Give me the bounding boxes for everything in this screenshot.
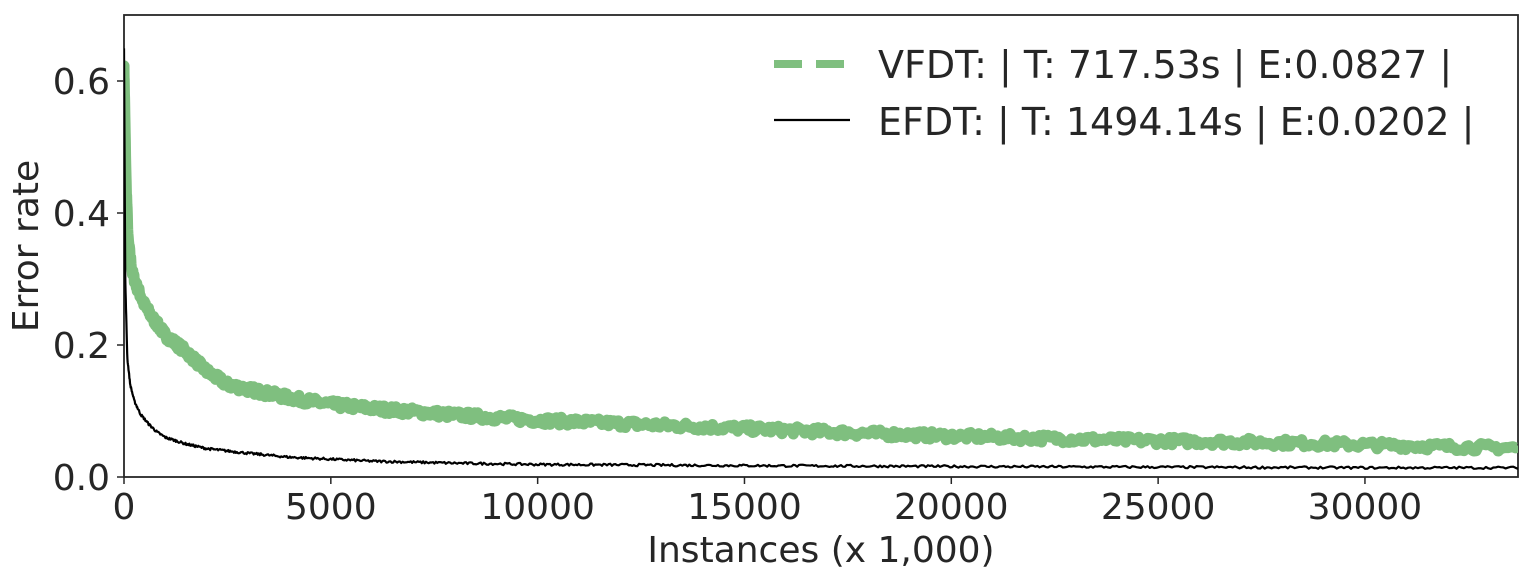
x-tick-label: 15000 [687, 487, 802, 528]
y-tick-label: 0.0 [53, 458, 110, 499]
y-tick-label: 0.6 [53, 62, 110, 103]
x-axis-label: Instances (x 1,000) [647, 530, 994, 571]
x-tick-label: 30000 [1308, 487, 1423, 528]
vfdt-series-line [124, 60, 1518, 457]
legend-label-vfdt: VFDT: | T: 717.53s | E:0.0827 | [878, 43, 1452, 88]
y-tick-label: 0.4 [53, 194, 110, 235]
series-layer [124, 48, 1518, 471]
y-tick-label: 0.2 [53, 326, 110, 367]
x-tick-label: 10000 [480, 487, 595, 528]
x-tick-label: 0 [113, 487, 136, 528]
x-tick-label: 5000 [285, 487, 377, 528]
legend-label-efdt: EFDT: | T: 1494.14s | E:0.0202 | [878, 100, 1474, 145]
x-axis: 0 5000 10000 15000 20000 25000 30000 [113, 477, 1423, 528]
efdt-series-line [124, 48, 1518, 471]
y-axis: 0.0 0.2 0.4 0.6 [53, 62, 124, 499]
y-axis-label: Error rate [6, 160, 47, 332]
x-tick-label: 20000 [894, 487, 1009, 528]
x-tick-label: 25000 [1101, 487, 1216, 528]
legend: VFDT: | T: 717.53s | E:0.0827 | EFDT: | … [774, 43, 1474, 145]
